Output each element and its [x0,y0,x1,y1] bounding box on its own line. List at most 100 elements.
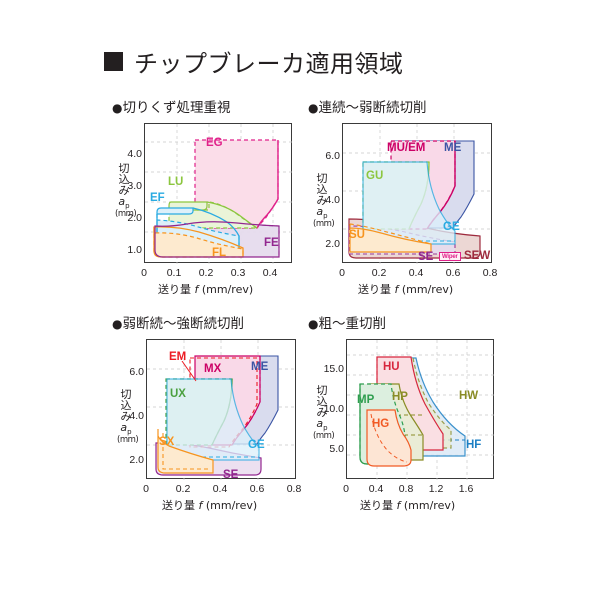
bullet-icon: ● [308,101,319,115]
chart-2-label-se: SE [418,251,434,263]
region-eg-curve [256,140,279,229]
chart-4-xtick-3: 1.2 [428,483,444,495]
ylabel-char-1: 込 [316,395,328,408]
chart-3-xtick-2: 0.4 [212,483,228,495]
chart-2-label-su: SU [349,229,365,241]
chart-4-xlabel: 送り量 f (mm/rev) [360,497,455,513]
chart-2-xtick-3: 0.6 [445,267,461,279]
chart-4-plot-area [346,339,495,480]
chart-1-label-eg: EG [206,137,223,149]
xlabel-unit: (mm/rev) [400,499,456,512]
ylabel-unit: (mm) [117,435,139,446]
chart-1-svg [145,124,293,264]
ylabel-unit: (mm) [115,209,137,220]
chart-3-xtick-1: 0.2 [175,483,191,495]
xlabel-prefix: 送り量 [158,283,195,296]
chart-3-ytick-1: 2.0 [129,454,144,466]
ylabel-unit: (mm) [313,219,335,230]
chart-1-label-ef: EF [150,192,165,204]
region-ge-outline [362,161,456,245]
filled-square-icon [104,52,123,71]
ylabel-char-2: み [316,406,328,419]
ylabel-char-0: 切 [120,388,132,401]
region-fe-outline [154,221,280,258]
chart-1-xtick-4: 0.4 [262,267,278,279]
ylabel-char-1: 込 [118,173,130,186]
chart-2-plot-area [342,123,493,264]
panel-4-heading-text: 粗～重切削 [318,316,386,332]
region-sx-dash [162,433,209,470]
region-sx [157,429,214,474]
chart-2-ylabel: 切 込 み ap (mm) [313,173,335,230]
chart-4-label-hw: HW [459,390,479,402]
chart-1-ytick-2: 2.0 [127,212,142,224]
chart-3-ytick-2: 4.0 [129,410,144,422]
panel-2-heading-text: 連続～弱断続切削 [318,100,427,116]
chart-4-label-hu: HU [383,361,400,373]
chart-3-xlabel: 送り量 f (mm/rev) [162,497,257,513]
chart-4: 15.0 10.0 5.0 切 込 み ap (mm) [308,333,498,517]
chart-2-ytick-2: 4.0 [325,194,340,206]
page-title: チップブレーカ適用領域 [104,44,404,79]
ylabel-char-1: 込 [316,183,328,196]
panel-4-heading: ●粗～重切削 [308,312,386,332]
chart-1-plot-area [144,123,293,264]
region-fl-curve [153,226,244,258]
chart-4-label-hg: HG [372,418,390,430]
region-su-dash [349,223,432,245]
chart-1-xtick-1: 0.1 [166,267,182,279]
chart-2-ytick-3: 6.0 [325,150,340,162]
region-hg-dash [370,413,408,463]
chart-3-ytick-3: 6.0 [129,366,144,378]
chart-2-label-ge: GE [443,221,460,233]
xlabel-prefix: 送り量 [162,499,199,512]
chart-2-ytick-1: 2.0 [325,238,340,250]
chart-1-ytick-1: 1.0 [127,244,142,256]
region-ge [166,378,260,461]
chart-2-xtick-1: 0.2 [371,267,387,279]
ylabel-char-2: み [118,184,130,197]
panel-rough-heavy-cutting: ●粗～重切削 15.0 10.0 5.0 切 込 み ap (mm) [308,312,498,517]
bullet-icon: ● [112,317,123,331]
region-su [349,224,432,253]
panel-3-heading-text: 弱断続～強断続切削 [122,316,244,332]
ylabel-char-2: み [316,194,328,207]
panel-continuous-light-interrupted: ●連続～弱断続切削 6.0 4.0 2.0 切 込 み ap (mm) [308,96,498,296]
panel-1-heading-text: 切りくず処理重視 [122,100,231,116]
chart-3-label-em: EM [169,351,187,363]
chart-4-label-hf: HF [466,439,482,451]
xlabel-var: f [194,283,199,296]
chart-3-ylabel: 切 込 み ap (mm) [117,388,139,446]
chart-1: 4.0 3.0 2.0 1.0 切 込 み ap (mm) [112,117,298,296]
chart-3-label-se: SE [223,469,239,481]
chart-3-label-me: ME [251,361,269,373]
chart-1-xtick-3: 0.3 [230,267,246,279]
chart-2-xtick-0: 0 [339,267,345,279]
chart-4-xtick-1: 0.4 [368,483,384,495]
chart-3-label-ge: GE [248,439,265,451]
chart-2-svg [343,124,493,264]
chart-4-ytick-3: 15.0 [323,363,344,375]
chart-3-label-sx: SX [159,436,175,448]
wiper-badge: Wiper [439,252,461,261]
xlabel-unit: (mm/rev) [198,283,254,296]
chart-2-label-mu-em: MU/EM [387,142,426,154]
xlabel-var: f [396,499,401,512]
chart-4-ytick-2: 10.0 [323,403,344,415]
ylabel-var: ap [118,195,130,211]
chart-3-xtick-4: 0.8 [286,483,302,495]
ylabel-var: ap [316,205,328,221]
panel-3-heading: ●弱断続～強断続切削 [112,312,244,332]
chart-4-ylabel: 切 込 み ap (mm) [313,384,335,441]
chart-3-label-ux: UX [170,388,186,400]
xlabel-var: f [198,499,203,512]
chart-1-xtick-0: 0 [141,267,147,279]
chart-1-xlabel: 送り量 f (mm/rev) [158,281,253,297]
panel-light-heavy-interrupted: ●弱断続～強断続切削 6.0 4.0 2.0 切 込 み ap (mm) [112,312,302,517]
chart-1-ylabel: 切 込 み ap (mm) [115,163,137,220]
ylabel-char-0: 切 [316,384,328,397]
chart-4-xtick-0: 0 [343,483,349,495]
panel-1-heading: ●切りくず処理重視 [112,96,230,116]
page-title-text: チップブレーカ適用領域 [134,50,404,78]
